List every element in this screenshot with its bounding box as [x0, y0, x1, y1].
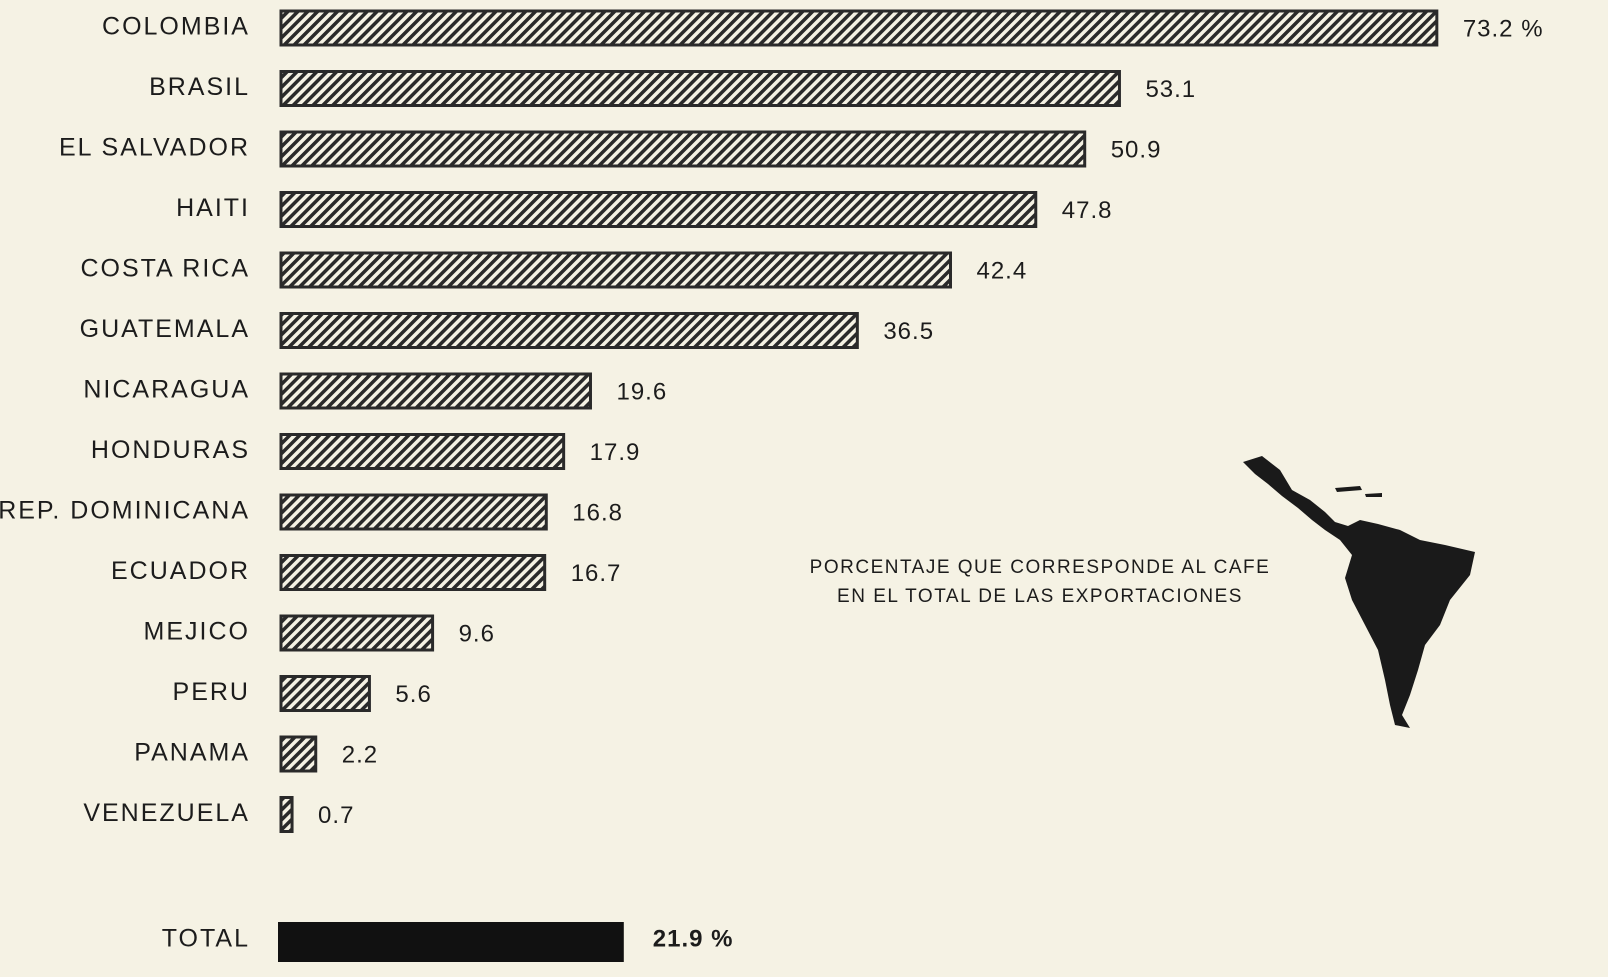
bar [279, 372, 592, 410]
category-label: BRASIL [149, 73, 250, 101]
category-label: PANAMA [134, 739, 250, 767]
value-label: 17.9 [590, 439, 641, 466]
map-caribbean [1335, 486, 1382, 497]
value-label: 2.2 [342, 741, 378, 768]
value-label: 53.1 [1145, 76, 1196, 103]
category-label: MEJICO [144, 618, 250, 646]
category-label: PERU [173, 678, 250, 706]
category-label: COLOMBIA [102, 13, 250, 41]
bar [279, 9, 1439, 47]
bar [279, 675, 371, 712]
bar [279, 70, 1121, 107]
value-label: 19.6 [616, 378, 667, 405]
value-label: 16.8 [572, 499, 623, 526]
value-label: 0.7 [318, 802, 354, 829]
value-label: 36.5 [883, 318, 934, 345]
category-label: EL SALVADOR [59, 134, 250, 162]
annotation: PORCENTAJE QUE CORRESPONDE AL CAFE [810, 557, 1271, 578]
bar [279, 433, 566, 470]
category-label: NICARAGUA [83, 376, 250, 404]
value-label: 42.4 [976, 257, 1027, 284]
total-label: TOTAL [162, 925, 250, 953]
category-label: ECUADOR [111, 557, 250, 585]
category-label: REP. DOMINICANA [0, 497, 250, 525]
bar [279, 493, 548, 531]
bar [279, 191, 1038, 228]
total-value-label: 21.9 % [653, 925, 734, 952]
category-label: COSTA RICA [80, 255, 250, 283]
map-silhouette [1243, 456, 1475, 728]
value-label: 9.6 [459, 620, 495, 647]
bar [279, 614, 435, 652]
category-label: GUATEMALA [80, 315, 250, 343]
category-label: HONDURAS [91, 436, 250, 464]
total-bar [278, 922, 624, 962]
value-label: 16.7 [571, 560, 622, 587]
bar [279, 130, 1087, 168]
bar [279, 312, 859, 349]
category-label: HAITI [176, 194, 250, 222]
value-label: 5.6 [395, 681, 431, 708]
value-label: 50.9 [1111, 136, 1162, 163]
annotation: EN EL TOTAL DE LAS EXPORTACIONES [837, 586, 1243, 607]
bar [279, 796, 294, 833]
value-label: 73.2 % [1463, 15, 1544, 42]
bar [279, 554, 547, 591]
bar [279, 735, 318, 773]
value-label: 47.8 [1062, 197, 1113, 224]
bar [279, 251, 952, 289]
category-label: VENEZUELA [83, 799, 250, 827]
